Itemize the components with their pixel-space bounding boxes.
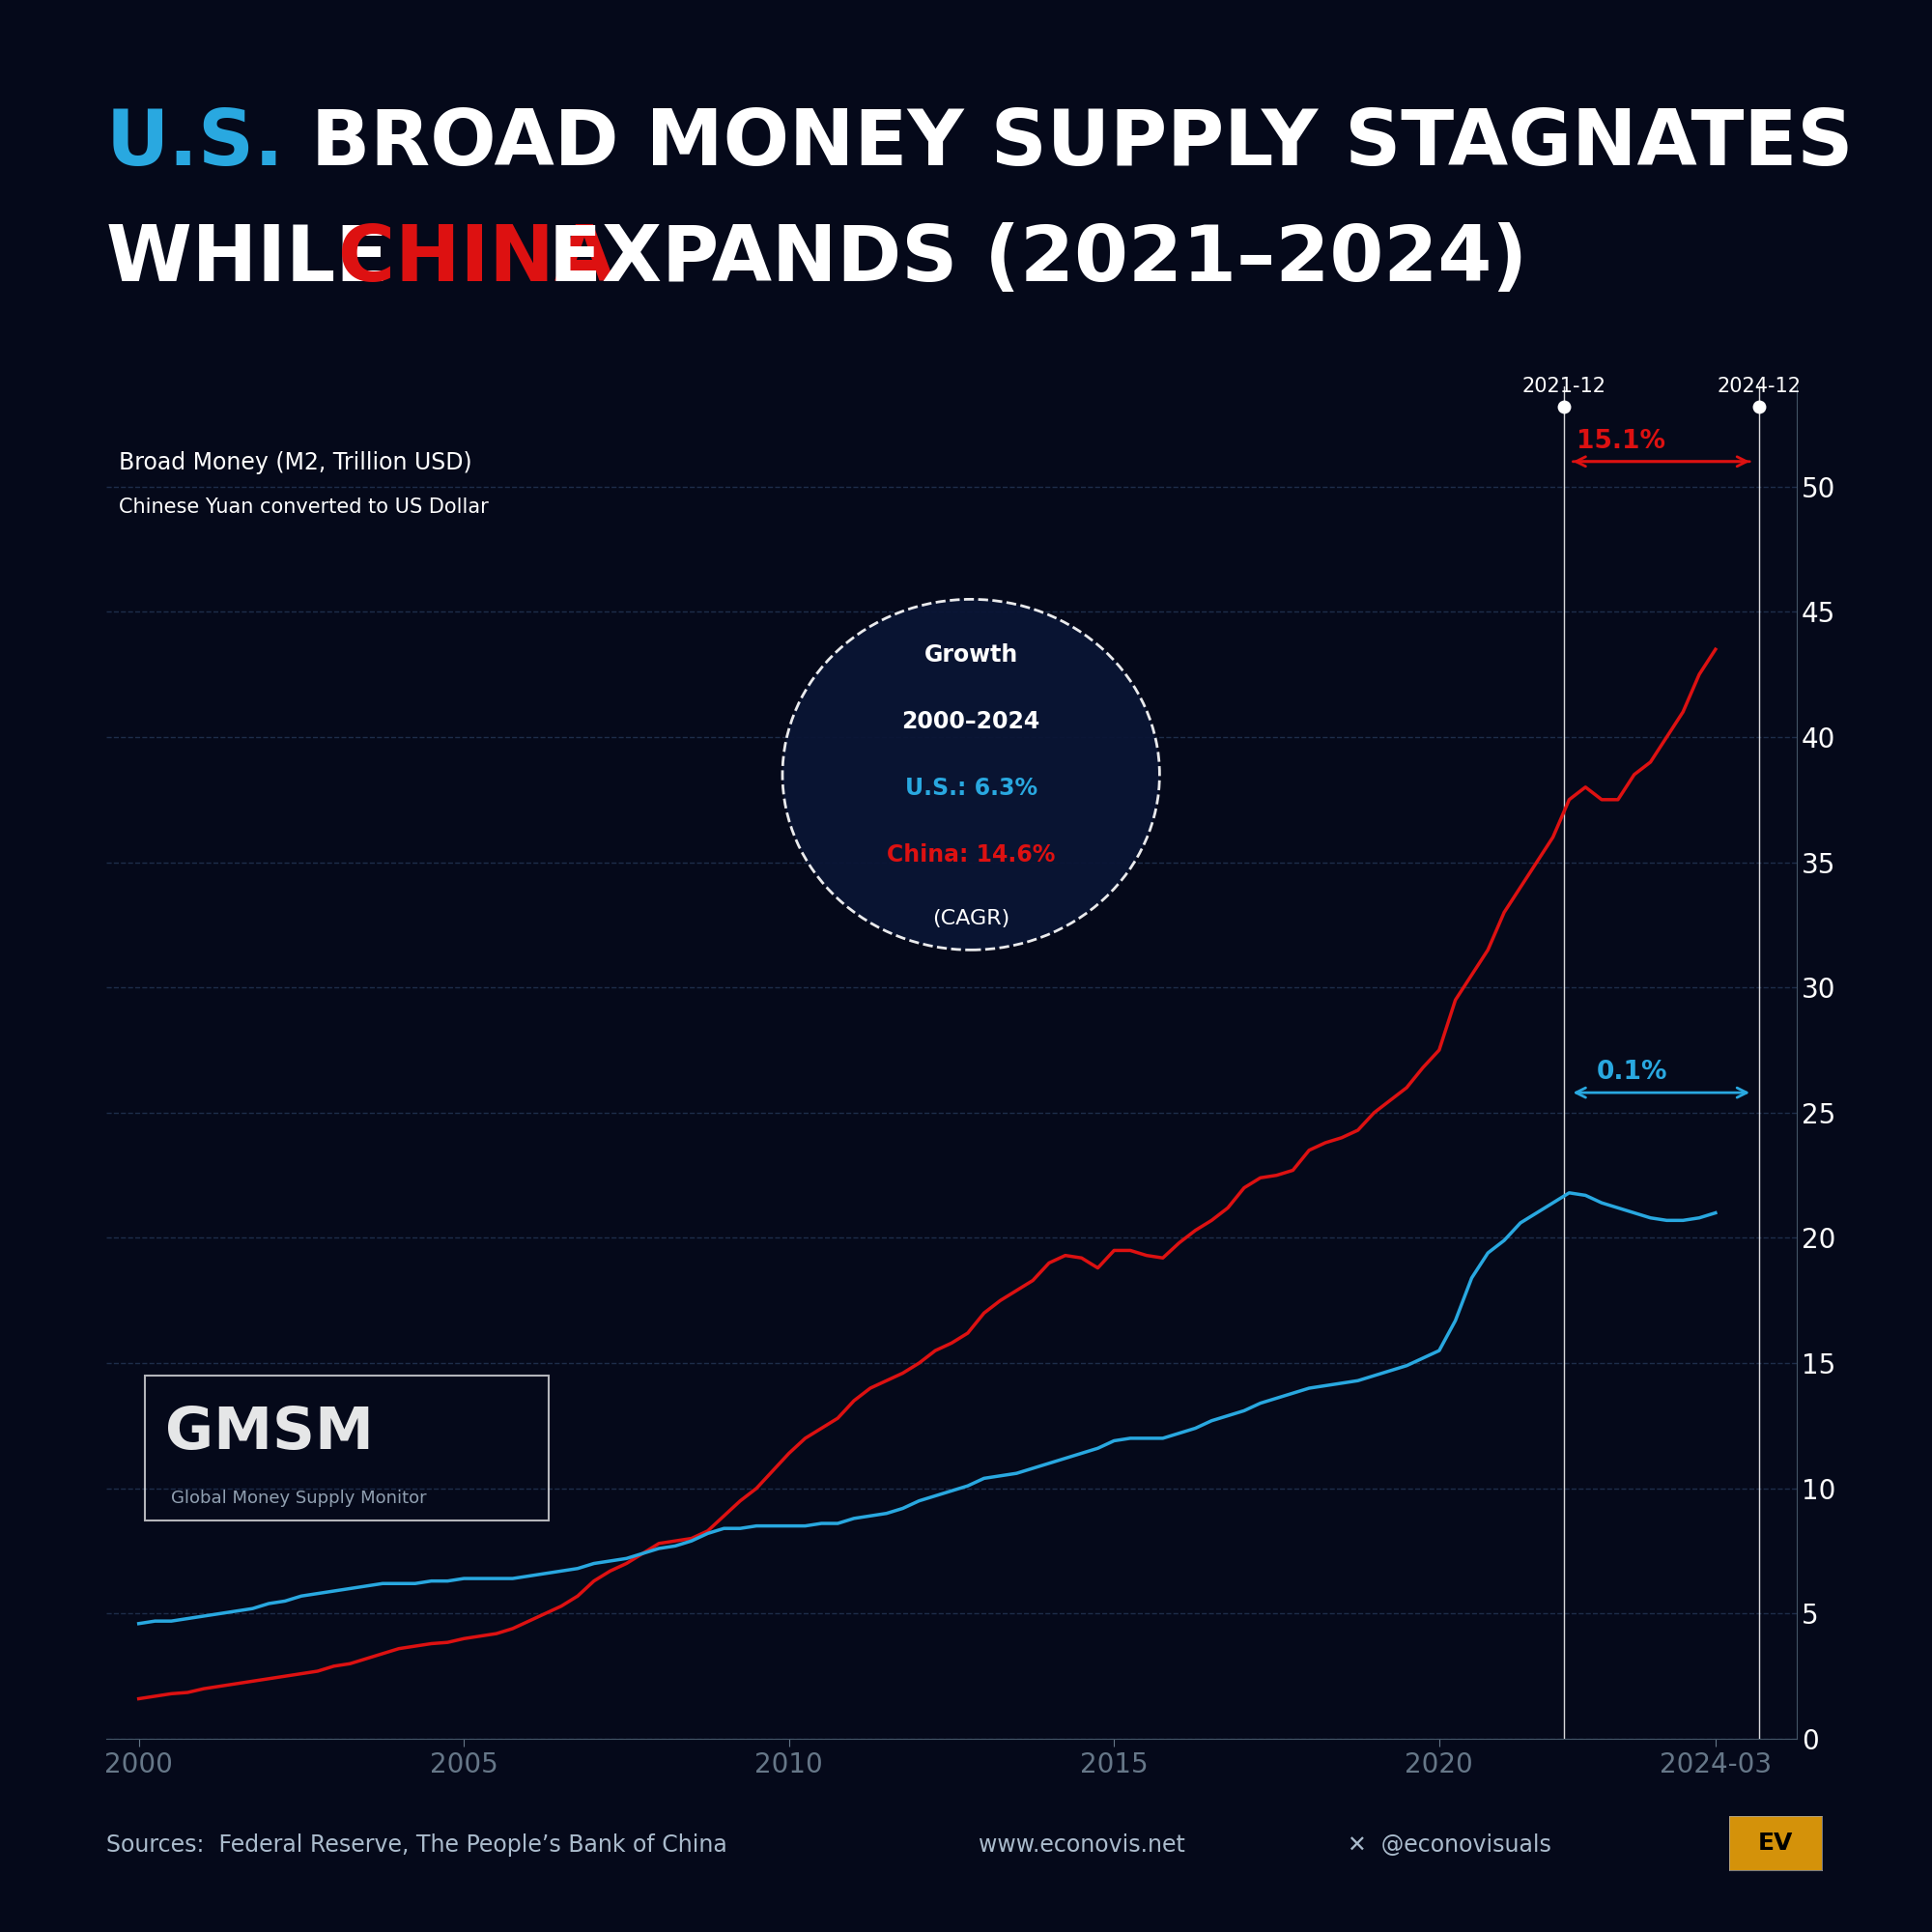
Text: Broad Money (M2, Trillion USD): Broad Money (M2, Trillion USD) <box>120 450 473 473</box>
Text: 15.1%: 15.1% <box>1577 429 1665 454</box>
Text: U.S. BROAD MONEY SUPPLY STAGNATES: U.S. BROAD MONEY SUPPLY STAGNATES <box>106 106 1855 182</box>
Text: Sources:  Federal Reserve, The People’s Bank of China: Sources: Federal Reserve, The People’s B… <box>106 1833 726 1857</box>
Text: EXPANDS (2021–2024): EXPANDS (2021–2024) <box>522 222 1528 298</box>
Text: CHINA: CHINA <box>338 222 614 298</box>
Text: Growth: Growth <box>923 643 1018 667</box>
Text: WHILE: WHILE <box>106 222 415 298</box>
Text: www.econovis.net: www.econovis.net <box>980 1833 1184 1857</box>
Text: ✕  @econovisuals: ✕ @econovisuals <box>1347 1833 1551 1857</box>
Text: (CAGR): (CAGR) <box>933 908 1010 927</box>
Text: EV: EV <box>1758 1832 1793 1855</box>
Text: China: 14.6%: China: 14.6% <box>887 844 1055 867</box>
Text: 2024-12: 2024-12 <box>1718 377 1801 396</box>
Ellipse shape <box>782 599 1159 951</box>
Text: 0.1%: 0.1% <box>1596 1061 1667 1086</box>
Text: GMSM: GMSM <box>164 1405 373 1463</box>
Text: BROAD MONEY SUPPLY STAGNATES: BROAD MONEY SUPPLY STAGNATES <box>284 106 1853 182</box>
Text: U.S.: 6.3%: U.S.: 6.3% <box>904 777 1037 800</box>
Text: U.S.: U.S. <box>106 106 284 182</box>
Text: 2000–2024: 2000–2024 <box>902 711 1039 734</box>
Text: Global Money Supply Monitor: Global Money Supply Monitor <box>172 1490 427 1507</box>
Text: 2021-12: 2021-12 <box>1522 377 1605 396</box>
Text: Chinese Yuan converted to US Dollar: Chinese Yuan converted to US Dollar <box>120 497 489 516</box>
